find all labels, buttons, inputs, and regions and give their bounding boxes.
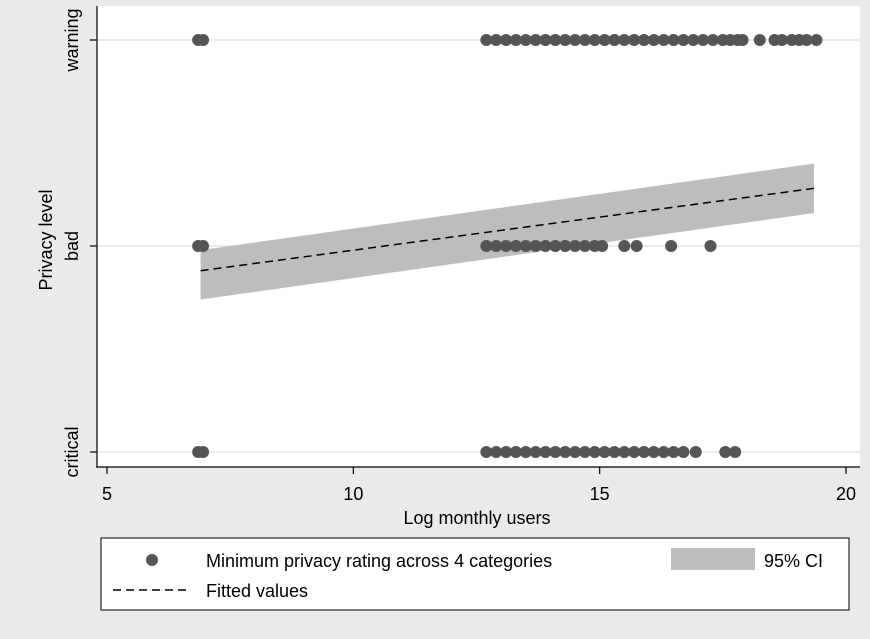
data-point-17 xyxy=(628,34,641,46)
data-point-71 xyxy=(608,446,621,458)
data-point-2 xyxy=(480,34,493,46)
data-point-40 xyxy=(490,240,503,252)
data-point-64 xyxy=(539,446,552,458)
data-point-35 xyxy=(800,34,813,46)
data-point-48 xyxy=(569,240,582,252)
data-point-13 xyxy=(588,34,601,46)
data-point-68 xyxy=(578,446,591,458)
data-point-22 xyxy=(677,34,690,46)
data-point-7 xyxy=(529,34,542,46)
data-point-43 xyxy=(519,240,532,252)
data-point-8 xyxy=(539,34,552,46)
data-point-21 xyxy=(667,34,680,46)
data-point-51 xyxy=(596,240,609,252)
data-point-74 xyxy=(638,446,651,458)
data-point-36 xyxy=(810,34,823,46)
data-point-66 xyxy=(559,446,572,458)
data-point-69 xyxy=(588,446,601,458)
x-tick-label-5: 5 xyxy=(102,484,112,504)
x-tick-label-20: 20 xyxy=(836,484,856,504)
x-tick-label-10: 10 xyxy=(343,484,363,504)
data-point-1 xyxy=(197,34,210,46)
data-point-12 xyxy=(578,34,591,46)
data-point-63 xyxy=(529,446,542,458)
data-point-72 xyxy=(618,446,631,458)
legend-band-swatch xyxy=(671,548,755,570)
data-point-20 xyxy=(657,34,670,46)
data-point-15 xyxy=(608,34,621,46)
data-point-5 xyxy=(509,34,522,46)
data-point-24 xyxy=(697,34,710,46)
data-point-25 xyxy=(706,34,719,46)
data-point-70 xyxy=(598,446,611,458)
data-point-18 xyxy=(638,34,651,46)
data-point-54 xyxy=(665,240,678,252)
data-point-53 xyxy=(630,240,643,252)
y-axis-title: Privacy level xyxy=(36,189,56,290)
data-point-57 xyxy=(197,446,210,458)
data-point-55 xyxy=(704,240,717,252)
data-point-77 xyxy=(667,446,680,458)
scatter-points xyxy=(192,34,823,458)
data-point-11 xyxy=(569,34,582,46)
data-point-79 xyxy=(689,446,702,458)
legend-label-fitted: Fitted values xyxy=(206,581,308,601)
data-point-19 xyxy=(647,34,660,46)
data-point-42 xyxy=(509,240,522,252)
data-point-58 xyxy=(480,446,493,458)
data-point-49 xyxy=(578,240,591,252)
data-point-61 xyxy=(509,446,522,458)
y-tick-label-warning: warning xyxy=(62,8,82,72)
data-point-23 xyxy=(687,34,700,46)
legend-dot-marker xyxy=(146,554,158,566)
data-point-29 xyxy=(736,34,749,46)
data-point-38 xyxy=(197,240,210,252)
data-point-52 xyxy=(618,240,631,252)
data-point-39 xyxy=(480,240,493,252)
data-point-44 xyxy=(529,240,542,252)
data-point-60 xyxy=(500,446,513,458)
data-point-75 xyxy=(647,446,660,458)
y-tick-label-bad: bad xyxy=(62,231,82,261)
data-point-6 xyxy=(519,34,532,46)
data-point-47 xyxy=(559,240,572,252)
legend-label-scatter: Minimum privacy rating across 4 categori… xyxy=(206,551,552,571)
legend-label-ci: 95% CI xyxy=(764,551,823,571)
data-point-67 xyxy=(569,446,582,458)
data-point-14 xyxy=(598,34,611,46)
data-point-10 xyxy=(559,34,572,46)
data-point-80 xyxy=(719,446,732,458)
data-point-76 xyxy=(657,446,670,458)
y-axis-ticks: critical bad warning xyxy=(62,8,97,478)
data-point-41 xyxy=(500,240,513,252)
x-axis-ticks: 5 10 15 20 xyxy=(102,467,856,504)
data-point-65 xyxy=(549,446,562,458)
y-tick-label-critical: critical xyxy=(62,426,82,477)
data-point-4 xyxy=(500,34,513,46)
legend: Minimum privacy rating across 4 categori… xyxy=(100,537,850,611)
data-point-59 xyxy=(490,446,503,458)
data-point-73 xyxy=(628,446,641,458)
data-point-62 xyxy=(519,446,532,458)
data-point-3 xyxy=(490,34,503,46)
data-point-30 xyxy=(753,34,766,46)
data-point-32 xyxy=(775,34,788,46)
data-point-81 xyxy=(729,446,742,458)
data-point-9 xyxy=(549,34,562,46)
data-point-45 xyxy=(539,240,552,252)
ci-band-area xyxy=(200,163,814,300)
data-point-16 xyxy=(618,34,631,46)
x-axis-title: Log monthly users xyxy=(403,508,550,528)
data-point-46 xyxy=(549,240,562,252)
x-tick-label-15: 15 xyxy=(590,484,610,504)
ci-band xyxy=(200,163,814,300)
data-point-78 xyxy=(677,446,690,458)
